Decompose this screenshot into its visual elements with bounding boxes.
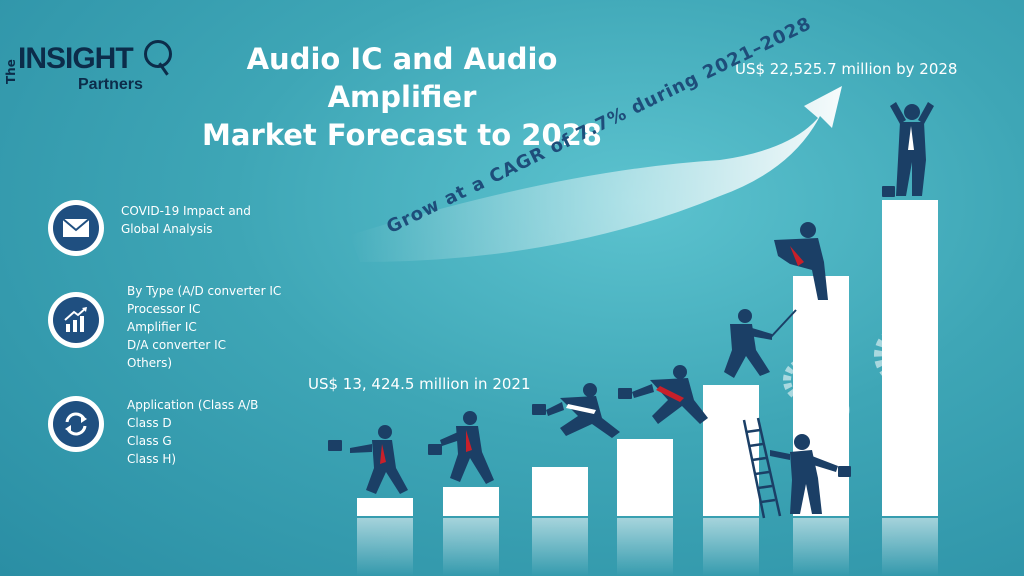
businessman-figure xyxy=(428,411,494,484)
growth-chart-icon xyxy=(64,307,87,332)
feature-line: Class H) xyxy=(127,452,177,466)
envelope-icon xyxy=(62,218,90,237)
feature-icon-circle xyxy=(48,200,104,256)
logo-partners-text: Partners xyxy=(78,76,143,93)
businessman-figure xyxy=(774,222,828,300)
businessman-figure xyxy=(328,425,408,494)
feature-text: Application (Class A/B Class D Class G C… xyxy=(127,396,258,468)
feature-line: Class D xyxy=(127,416,172,430)
businessman-figure xyxy=(618,365,708,424)
feature-line: Amplifier IC xyxy=(127,320,197,334)
feature-application: Application (Class A/B Class D Class G C… xyxy=(48,396,258,468)
businessman-figure xyxy=(882,102,934,197)
page-title: Audio IC and Audio Amplifier Market Fore… xyxy=(172,40,632,154)
businessmen-figures xyxy=(328,102,934,514)
magnifier-icon xyxy=(144,40,172,68)
growth-arrow xyxy=(350,86,842,262)
refresh-icon xyxy=(65,412,87,436)
feature-line: Class G xyxy=(127,434,172,448)
businessman-figure xyxy=(532,383,620,438)
title-line-1: Audio IC and Audio Amplifier xyxy=(246,42,558,114)
forecast-2021-value: US$ 13, 424.5 million in 2021 xyxy=(308,375,531,393)
insight-partners-logo: The INSIGHT Partners xyxy=(4,40,174,102)
feature-line: By Type (A/D converter IC xyxy=(127,284,282,298)
feature-text: By Type (A/D converter IC Processor IC A… xyxy=(127,282,281,372)
feature-covid-analysis: COVID-19 Impact and Global Analysis xyxy=(48,200,251,256)
feature-line: Global Analysis xyxy=(121,222,213,236)
businessman-figure xyxy=(770,434,851,514)
feature-line: Others) xyxy=(127,356,173,370)
feature-text: COVID-19 Impact and Global Analysis xyxy=(121,202,251,238)
feature-line: Application (Class A/B xyxy=(127,398,259,412)
forecast-2028-value: US$ 22,525.7 million by 2028 xyxy=(735,60,958,78)
businessman-figure xyxy=(724,309,797,378)
feature-line: Processor IC xyxy=(127,302,201,316)
title-line-2: Market Forecast to 2028 xyxy=(202,118,602,152)
bar-reflections xyxy=(357,518,938,576)
feature-icon-circle xyxy=(48,292,104,348)
feature-line: D/A converter IC xyxy=(127,338,227,352)
feature-by-type: By Type (A/D converter IC Processor IC A… xyxy=(48,282,281,372)
feature-line: COVID-19 Impact and xyxy=(121,204,251,218)
feature-icon-circle xyxy=(48,396,104,452)
logo-the-text: The xyxy=(4,59,18,84)
ladder-icon xyxy=(742,417,782,519)
logo-insight-text: INSIGHT xyxy=(18,42,134,75)
